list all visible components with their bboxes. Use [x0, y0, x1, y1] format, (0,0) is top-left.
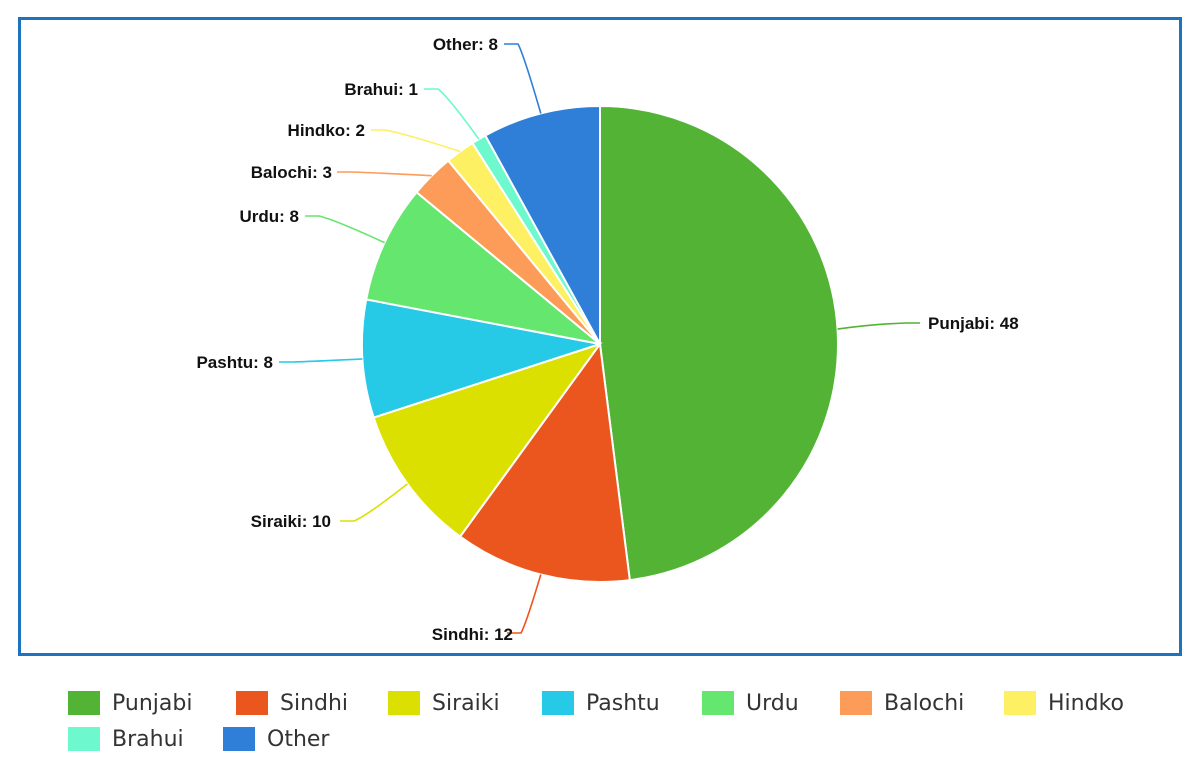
connector-line-sindhi: [507, 574, 542, 634]
legend-label-sindhi: Sindhi: [280, 690, 349, 716]
connector-line-hindko: [371, 129, 461, 153]
legend-swatch-brahui: [68, 727, 100, 751]
data-label-pashtu: Pashtu: 8: [196, 353, 273, 372]
pie-slice-other[interactable]: [483, 104, 601, 345]
data-label-hindko: Hindko: 2: [288, 121, 365, 140]
legend-label-balochi: Balochi: [884, 690, 965, 716]
legend-label-punjabi: Punjabi: [112, 690, 193, 716]
legend-item-hindko[interactable]: Hindko: [1004, 690, 1124, 716]
legend-swatch-balochi: [840, 691, 872, 715]
pie-slice-sindhi[interactable]: [458, 341, 631, 583]
legend-label-brahui: Brahui: [112, 726, 184, 752]
legend-swatch-punjabi: [68, 691, 100, 715]
legend-item-brahui[interactable]: Brahui: [68, 726, 184, 752]
pie-chart: Punjabi: 48 Sindhi: 12 Siraiki: 10 Pashtu: …: [196, 35, 1019, 644]
data-label-punjabi: Punjabi: 48: [928, 314, 1019, 333]
legend-item-sindhi[interactable]: Sindhi: [236, 690, 348, 716]
pie-slice-punjabi[interactable]: [599, 104, 839, 582]
legend-swatch-other: [223, 727, 255, 751]
legend-item-pashtu[interactable]: Pashtu: [542, 690, 660, 716]
legend-swatch-urdu: [702, 691, 734, 715]
connector-line-siraiki: [340, 483, 408, 522]
pie-slice-urdu[interactable]: [365, 190, 601, 345]
connector-line-balochi: [337, 171, 432, 177]
connector-line-punjabi: [837, 322, 920, 330]
legend-label-siraiki: Siraiki: [432, 690, 500, 716]
legend-label-urdu: Urdu: [746, 690, 799, 716]
legend-swatch-sindhi: [236, 691, 268, 715]
legend-item-urdu[interactable]: Urdu: [702, 690, 799, 716]
connector-line-pashtu: [279, 358, 363, 363]
data-label-siraiki: Siraiki: 10: [251, 512, 331, 531]
legend-item-punjabi[interactable]: Punjabi: [68, 690, 192, 716]
data-label-balochi: Balochi: 3: [251, 163, 332, 182]
legend-label-hindko: Hindko: [1048, 690, 1124, 716]
legend-item-balochi[interactable]: Balochi: [840, 690, 964, 716]
connector-line-other: [504, 43, 542, 114]
legend-swatch-pashtu: [542, 691, 574, 715]
legend-label-pashtu: Pashtu: [586, 690, 660, 716]
pie-slice-siraiki[interactable]: [372, 342, 603, 538]
data-label-other: Other: 8: [433, 35, 498, 54]
legend: Punjabi Sindhi Siraiki Pashtu Urdu Baloc…: [68, 688, 1178, 758]
legend-item-siraiki[interactable]: Siraiki: [388, 690, 500, 716]
connector-line-brahui: [424, 88, 480, 140]
data-label-sindhi: Sindhi: 12: [432, 625, 513, 644]
legend-item-other[interactable]: Other: [223, 726, 329, 752]
legend-label-other: Other: [267, 726, 330, 752]
legend-swatch-hindko: [1004, 691, 1036, 715]
data-label-brahui: Brahui: 1: [344, 80, 418, 99]
connector-line-urdu: [305, 215, 385, 244]
data-label-urdu: Urdu: 8: [240, 207, 300, 226]
legend-swatch-siraiki: [388, 691, 420, 715]
chart-frame: Punjabi: 48 Sindhi: 12 Siraiki: 10 Pashtu: …: [18, 17, 1182, 656]
pie-slice-pashtu[interactable]: [361, 298, 601, 419]
